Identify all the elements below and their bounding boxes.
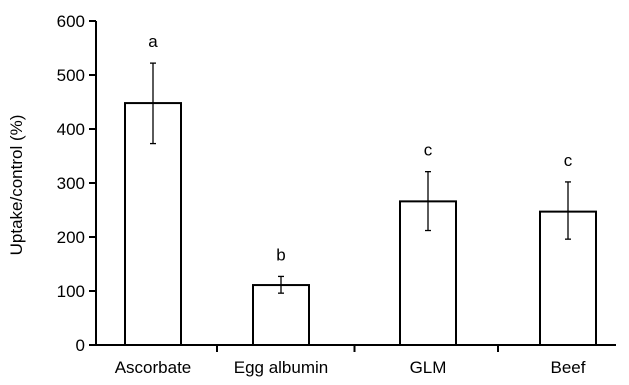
significance-letter: c xyxy=(424,141,433,160)
significance-letter: b xyxy=(276,245,285,264)
y-axis-label: Uptake/control (%) xyxy=(7,115,26,256)
y-tick-label: 600 xyxy=(57,12,85,31)
x-tick-label: GLM xyxy=(410,358,447,377)
y-tick-label: 400 xyxy=(57,120,85,139)
y-tick-label: 100 xyxy=(57,282,85,301)
significance-letter: c xyxy=(564,151,573,170)
x-tick-label: Ascorbate xyxy=(115,358,192,377)
y-tick-label: 200 xyxy=(57,228,85,247)
y-tick-label: 300 xyxy=(57,174,85,193)
y-tick-label: 500 xyxy=(57,66,85,85)
bar xyxy=(252,284,310,346)
y-tick-label: 0 xyxy=(76,336,85,355)
x-tick-label: Beef xyxy=(551,358,586,377)
significance-letter: a xyxy=(148,32,158,51)
x-tick-label: Egg albumin xyxy=(234,358,329,377)
